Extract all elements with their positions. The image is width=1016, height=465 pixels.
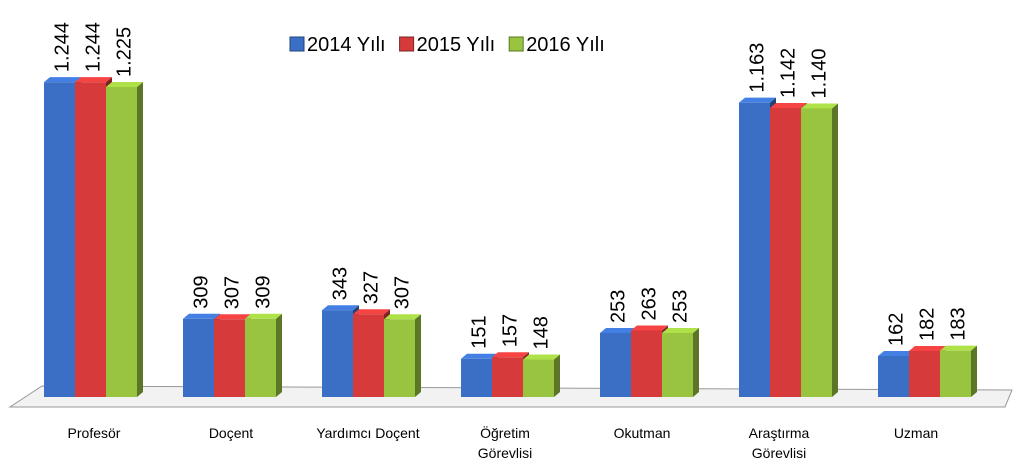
value-label: 1.142: [778, 48, 800, 98]
bar: [353, 314, 384, 397]
bar: [662, 332, 693, 397]
x-tick-label: Araştırma Görevlisi: [749, 425, 810, 461]
bar-top: [631, 325, 668, 331]
value-label: 183: [948, 307, 970, 340]
bar-top: [739, 97, 776, 103]
x-tick-label: Doçent: [209, 425, 253, 441]
bar-top: [492, 352, 529, 358]
bar: [523, 359, 554, 397]
bar: [44, 82, 75, 398]
bar-top: [384, 314, 421, 320]
value-label: 1.244: [52, 22, 74, 72]
bar-side: [693, 327, 699, 397]
x-tick-label: Okutman: [614, 425, 671, 441]
bar-top: [44, 77, 81, 83]
bar-top: [801, 103, 838, 109]
legend-swatch: [508, 36, 524, 52]
legend-swatch: [399, 36, 415, 52]
bar-top: [600, 327, 637, 333]
legend-label: 2014 Yılı: [307, 34, 386, 56]
value-label: 157: [500, 314, 522, 347]
value-label: 253: [670, 290, 692, 323]
x-tick-label: Profesör: [68, 425, 121, 441]
value-label: 309: [191, 275, 213, 308]
value-label: 1.163: [747, 43, 769, 93]
bar-top: [662, 327, 699, 333]
bar: [631, 330, 662, 397]
bar: [600, 332, 631, 397]
legend-label: 2016 Yılı: [526, 34, 605, 56]
bar-side: [137, 81, 143, 397]
bar-top: [353, 309, 390, 315]
bar-side: [415, 314, 421, 397]
bar-top: [106, 81, 143, 87]
bar-top: [909, 345, 946, 351]
value-label: 182: [917, 308, 939, 341]
bar: [245, 318, 276, 397]
bar: [801, 108, 832, 397]
x-tick-label: Öğretim Görevlisi: [478, 424, 532, 461]
value-label: 1.140: [809, 48, 831, 98]
bar: [214, 319, 245, 397]
bar: [106, 86, 137, 397]
bar-top: [214, 314, 251, 320]
legend-label: 2015 Yılı: [417, 34, 496, 56]
value-label: 343: [330, 267, 352, 300]
bar: [739, 102, 770, 397]
bar-top: [940, 345, 977, 351]
value-label: 151: [469, 315, 491, 348]
value-label: 162: [886, 313, 908, 346]
bar-top: [245, 313, 282, 319]
value-label: 148: [531, 316, 553, 349]
bar: [322, 310, 353, 397]
bar: [461, 358, 492, 397]
bar: [384, 319, 415, 397]
bar: [183, 318, 214, 397]
bar: [770, 107, 801, 398]
bar-top: [183, 313, 220, 319]
bar-top: [75, 77, 112, 83]
bar-top: [523, 354, 560, 360]
value-label: 307: [392, 276, 414, 309]
value-label: 327: [361, 271, 383, 304]
bar-top: [770, 102, 807, 108]
bar-side: [276, 313, 282, 397]
bar-top: [322, 305, 359, 311]
bar-top: [878, 351, 915, 357]
value-label: 309: [253, 275, 275, 308]
value-label: 253: [608, 290, 630, 323]
bar: [940, 350, 971, 397]
bar: [909, 350, 940, 397]
bar-top: [461, 353, 498, 359]
x-tick-label: Uzman: [894, 425, 938, 441]
bar-side: [971, 345, 977, 397]
bar-side: [832, 103, 838, 397]
value-label: 263: [639, 287, 661, 320]
x-tick-label: Yardımcı Doçent: [316, 425, 419, 441]
bar: [878, 356, 909, 397]
value-label: 1.244: [83, 22, 105, 72]
bar-side: [554, 354, 560, 397]
legend-swatch: [289, 36, 305, 52]
value-label: 307: [222, 276, 244, 309]
bar: [492, 357, 523, 397]
bar: [75, 82, 106, 398]
value-label: 1.225: [114, 27, 136, 77]
